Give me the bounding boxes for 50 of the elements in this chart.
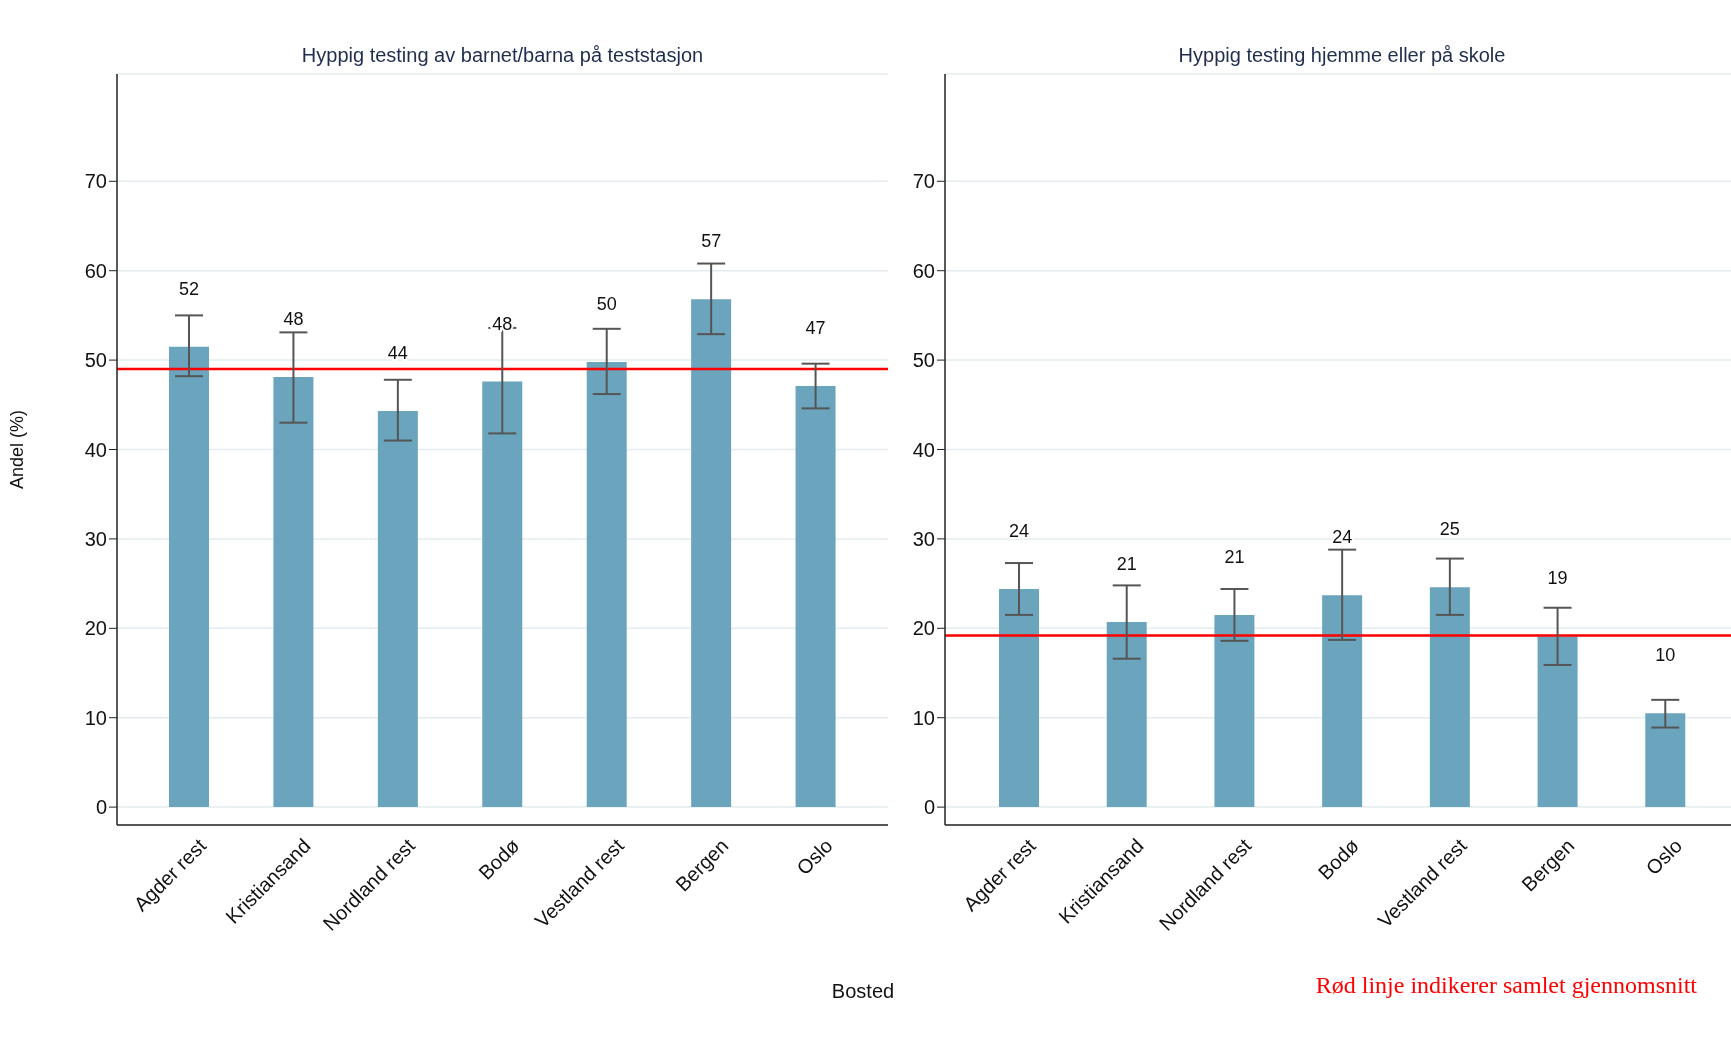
bar <box>1322 595 1363 808</box>
bar <box>1106 622 1147 808</box>
bar <box>586 361 627 808</box>
bar <box>377 411 418 808</box>
data-label: 52 <box>178 278 200 299</box>
bar <box>1537 636 1578 808</box>
x-axis-title: Bosted <box>830 980 896 1003</box>
y-axis-title: Andel (%) <box>7 409 28 490</box>
y-tick-label: 20 <box>84 617 107 640</box>
data-label: 57 <box>701 231 722 252</box>
bar <box>795 386 836 808</box>
bar <box>1214 614 1255 808</box>
y-tick-label: 60 <box>912 259 935 282</box>
bar <box>999 588 1039 808</box>
data-label: 24 <box>1008 520 1030 541</box>
data-label: 21 <box>1116 554 1137 575</box>
y-tick-label: 10 <box>912 706 935 729</box>
data-label: 10 <box>1655 645 1676 666</box>
bar <box>691 299 732 808</box>
data-label: 25 <box>1439 519 1460 540</box>
data-label: 47 <box>805 318 826 339</box>
bar <box>1645 713 1686 808</box>
bar <box>273 377 314 808</box>
y-tick-label: 40 <box>912 438 935 461</box>
data-label: 21 <box>1224 546 1245 567</box>
y-tick-label: 30 <box>84 528 107 550</box>
text: Rød linje indikerer samlet gjennomsnitt <box>1315 972 1697 999</box>
bar <box>482 381 523 808</box>
y-tick-label: 0 <box>923 796 935 819</box>
bar <box>1429 587 1470 808</box>
y-tick-label: 10 <box>84 706 107 729</box>
y-tick-label: 70 <box>84 170 107 193</box>
data-label: 50 <box>596 293 617 314</box>
y-tick-label: 60 <box>84 259 107 282</box>
y-tick-label: 20 <box>912 617 935 640</box>
y-tick-label: 40 <box>84 438 107 461</box>
data-label: 48 <box>283 309 304 330</box>
chart-title: Hyppig testing av barnet/barna på teststasjon <box>300 44 705 67</box>
y-tick-label: 70 <box>912 170 935 193</box>
y-tick-label: 50 <box>912 349 935 372</box>
y-tick-label: 50 <box>84 349 107 372</box>
data-label: 24 <box>1332 527 1353 548</box>
x-tick-label: Oslo <box>792 834 837 880</box>
data-label: 44 <box>387 343 408 364</box>
bar <box>169 346 209 808</box>
y-tick-label: 0 <box>95 796 107 819</box>
chart-title: Hyppig testing hjemme eller på skole <box>1177 44 1507 67</box>
data-label: 19 <box>1547 568 1568 589</box>
x-tick-label: Oslo <box>1641 834 1687 880</box>
y-tick-label: 30 <box>912 528 935 550</box>
